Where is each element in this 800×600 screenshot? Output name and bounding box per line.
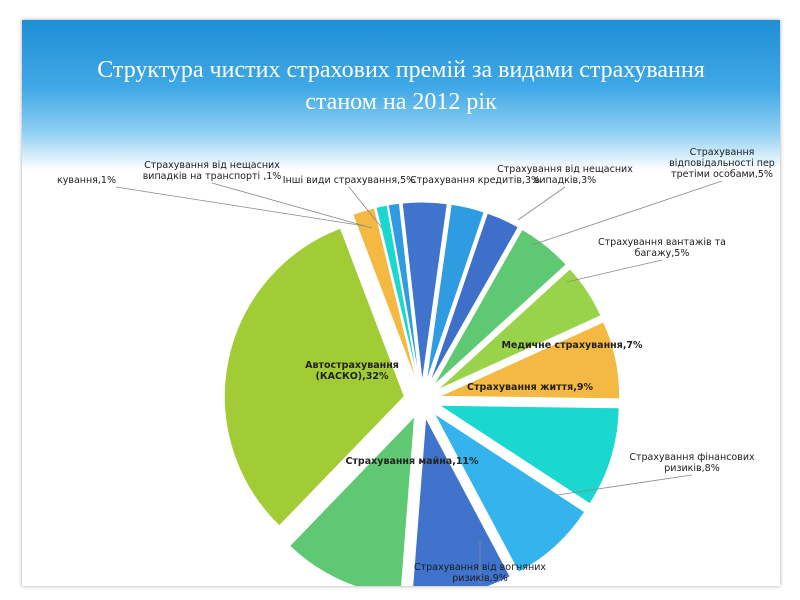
leader-line-2 — [531, 180, 723, 246]
slide: Структура чистих страхових премій за вид… — [22, 20, 780, 586]
pie-slice-9 — [223, 227, 405, 527]
leader-line-3 — [566, 259, 663, 283]
leader-line-10 — [348, 186, 383, 229]
leader-line-12 — [115, 186, 366, 227]
pie-slice-7 — [412, 415, 511, 586]
slice-label-9: Автострахування (КАСКО),32% — [305, 360, 399, 382]
pie-slice-6 — [433, 412, 586, 573]
pie-slice-2 — [432, 228, 567, 387]
leader-line-11 — [211, 182, 373, 229]
slice-label-7: Страхування від вогняних ризиків,9% — [414, 562, 546, 584]
slice-label-4: Медичне страхування,7% — [501, 340, 643, 351]
slice-label-5: Страхування життя,9% — [467, 382, 593, 393]
pie-slices — [223, 201, 621, 586]
pie-slice-1 — [428, 212, 519, 384]
pie-slice-4 — [439, 321, 621, 400]
pie-slice-13 — [401, 201, 448, 383]
pie-slice-12 — [387, 202, 420, 383]
pie-slice-10 — [352, 207, 418, 383]
slice-label-10: Інші види страхування,5% — [283, 175, 415, 186]
title-line-2: станом на 2012 рік — [305, 89, 497, 115]
pie-slice-8 — [288, 415, 416, 586]
leader-lines — [115, 180, 723, 585]
slice-label-3: Страхування вантажів та багажу,5% — [598, 237, 726, 259]
slice-label-8: Страхування майна,11% — [345, 456, 479, 467]
title-line-1: Структура чистих страхових премій за вид… — [97, 57, 705, 83]
slice-label-6: Страхування фінансових ризиків,8% — [629, 452, 755, 474]
slice-label-12: кування,1% — [57, 175, 116, 186]
pie-slice-0 — [425, 203, 485, 383]
pie-slice-3 — [436, 268, 602, 391]
leader-line-6 — [556, 474, 693, 496]
slice-labels: Страхування кредитів,3%Страхування від н… — [57, 147, 775, 584]
slice-label-2: Страхування відповідальності пер третіми о… — [669, 147, 775, 180]
slide-title: Структура чистих страхових премій за вид… — [22, 54, 780, 118]
slice-label-11: Страхування від нещасних випадків на тран… — [143, 160, 282, 182]
leader-line-1 — [517, 186, 566, 221]
pie-slice-5 — [437, 404, 620, 505]
slice-label-0: Страхування кредитів,3% — [410, 175, 540, 186]
slice-label-1: Страхування від нещасних випадків,3% — [497, 164, 633, 186]
pie-chart: Страхування кредитів,3%Страхування від н… — [57, 147, 775, 586]
slide-header — [22, 20, 780, 170]
pie-slice-11 — [375, 204, 419, 383]
